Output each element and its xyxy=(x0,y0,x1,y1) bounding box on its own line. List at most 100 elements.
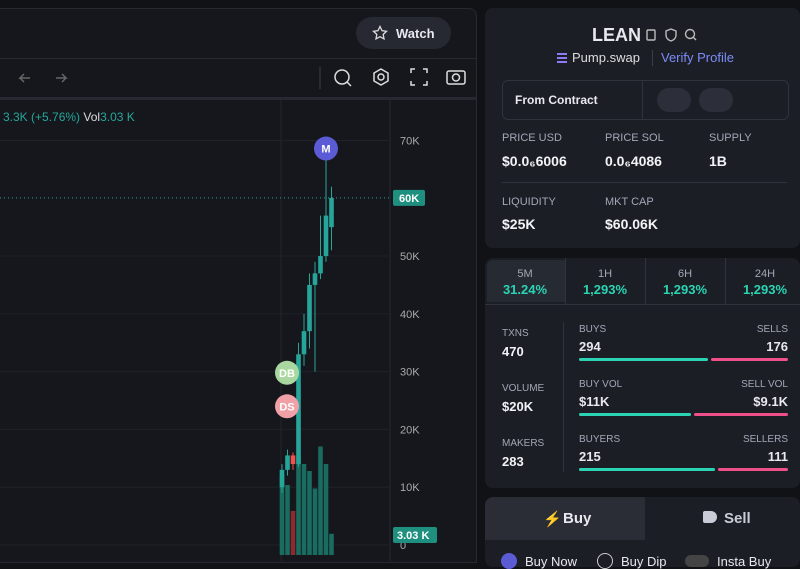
volume-badge-bg xyxy=(393,527,437,543)
y-tick-label: 10K xyxy=(400,482,420,494)
trade-card: ⚡ Buy Sell Buy Now Buy Dip Insta Buy xyxy=(485,497,800,569)
volume-bar xyxy=(296,457,301,555)
option[interactable]: Buy Dip xyxy=(621,554,667,569)
stat-value: 1B xyxy=(709,153,727,169)
tab-value[interactable]: 1,293% xyxy=(582,282,628,297)
tag-icon xyxy=(703,511,717,523)
marker xyxy=(275,360,299,385)
y-tick-label: 20K xyxy=(400,424,420,436)
toolbar-icons xyxy=(18,67,466,89)
watch-button[interactable]: Watch xyxy=(356,17,451,49)
tab-label[interactable]: 1H xyxy=(597,268,613,280)
change: 3.3K (+5.76%) xyxy=(3,110,81,124)
tab-value[interactable]: 1,293% xyxy=(662,282,708,297)
candle-body xyxy=(329,197,334,228)
candle-body xyxy=(323,215,329,257)
radio[interactable] xyxy=(597,553,613,569)
chart: 0 10K 20K 30K 40K 50K 70K 60K M DB DS 3.03 K xyxy=(0,100,437,561)
verify-link[interactable]: Verify Profile xyxy=(661,50,734,65)
bolt: ⚡ xyxy=(543,511,562,528)
toggle[interactable] xyxy=(685,555,709,567)
tab-divider xyxy=(725,258,726,304)
token-card: LEAN Pump.swap Verify Profile From Contr… xyxy=(485,8,800,248)
toolbar xyxy=(0,58,476,100)
marker xyxy=(275,394,299,419)
volume-bar xyxy=(285,485,290,555)
row-value: 111 xyxy=(767,449,788,464)
tab-divider xyxy=(565,258,566,304)
stat-label: VOLUME xyxy=(502,383,545,394)
tab-value[interactable]: 1,293% xyxy=(742,282,788,297)
radio[interactable] xyxy=(501,553,517,569)
row-value: 215 xyxy=(579,449,601,464)
candle-body xyxy=(307,284,312,332)
candle-body xyxy=(290,455,296,465)
buy-tab[interactable]: ⚡ Buy xyxy=(485,497,645,540)
stat-value: 0.0₆4086 xyxy=(605,153,662,169)
community-button[interactable] xyxy=(657,88,691,112)
dex: Pump.swap xyxy=(572,50,640,65)
tab-label[interactable]: 24H xyxy=(754,268,776,280)
option[interactable]: Buy Now xyxy=(525,554,578,569)
buy-bar xyxy=(579,413,692,416)
divider xyxy=(652,50,653,66)
row-value: 294 xyxy=(579,339,601,354)
buy-bar xyxy=(579,468,715,471)
y-tick-label: 0 xyxy=(400,540,406,552)
volume-bar xyxy=(318,446,323,555)
row-label: BUY VOL xyxy=(579,379,623,390)
candle-body xyxy=(318,256,323,274)
tab-label[interactable]: 5M xyxy=(517,268,533,280)
stat-label: TXNS xyxy=(502,328,529,339)
sell-bar xyxy=(717,468,788,471)
volume-badge: 3.03 K xyxy=(397,530,429,542)
candle-body xyxy=(301,331,307,355)
buy-bar xyxy=(579,358,708,361)
tab-value[interactable]: 31.24% xyxy=(502,282,548,297)
candle-body xyxy=(312,273,318,285)
token-name: LEAN xyxy=(592,25,641,45)
contract-box: From Contract xyxy=(502,80,789,120)
row-label: SELLERS xyxy=(742,434,788,445)
y-tick-label: 40K xyxy=(400,309,420,321)
volume-bar xyxy=(323,464,329,555)
chart-panel xyxy=(0,8,477,563)
vol-value: 3.03 K xyxy=(100,110,135,124)
row-label: BUYERS xyxy=(579,434,621,445)
stat-label: SUPPLY xyxy=(709,132,752,144)
buy-label: Buy xyxy=(563,510,592,527)
marker-label: DB xyxy=(279,368,295,380)
volume-bar xyxy=(279,474,285,555)
tab-label[interactable]: 6H xyxy=(677,268,693,280)
row-label: BUYS xyxy=(579,324,607,335)
volume-bar xyxy=(301,464,307,555)
marker xyxy=(314,136,338,161)
stat-label: PRICE USD xyxy=(502,132,562,144)
stat-value: $25K xyxy=(502,216,536,232)
divider xyxy=(563,322,564,472)
marker-label: M xyxy=(321,144,330,156)
token-icons xyxy=(646,28,697,42)
candle-body xyxy=(279,469,285,488)
y-tick-label: 50K xyxy=(400,251,420,263)
stats-card: TXNS 470 VOLUME $20K MAKERS 283 5M 31.24%… xyxy=(485,258,800,488)
divider xyxy=(642,81,643,119)
row-value: $11K xyxy=(579,394,610,409)
row-label: SELLS xyxy=(756,324,788,335)
sell-bar xyxy=(710,358,788,361)
divider xyxy=(502,182,787,183)
y-tick-label: 30K xyxy=(400,367,420,379)
volume-bar xyxy=(329,533,334,555)
social-button[interactable] xyxy=(699,88,733,112)
stat-value: $0.0₆6006 xyxy=(502,153,567,169)
marker-label: DS xyxy=(279,401,294,413)
stat-label: MKT CAP xyxy=(605,196,654,208)
stat-value: 470 xyxy=(502,344,524,359)
row-value: $9.1K xyxy=(753,394,788,409)
vol-label: Vol xyxy=(83,110,101,124)
sell-label[interactable]: Sell xyxy=(724,510,751,527)
stat-value: $60.06K xyxy=(605,216,658,232)
stat-label: MAKERS xyxy=(502,438,545,449)
option[interactable]: Insta Buy xyxy=(717,554,772,569)
